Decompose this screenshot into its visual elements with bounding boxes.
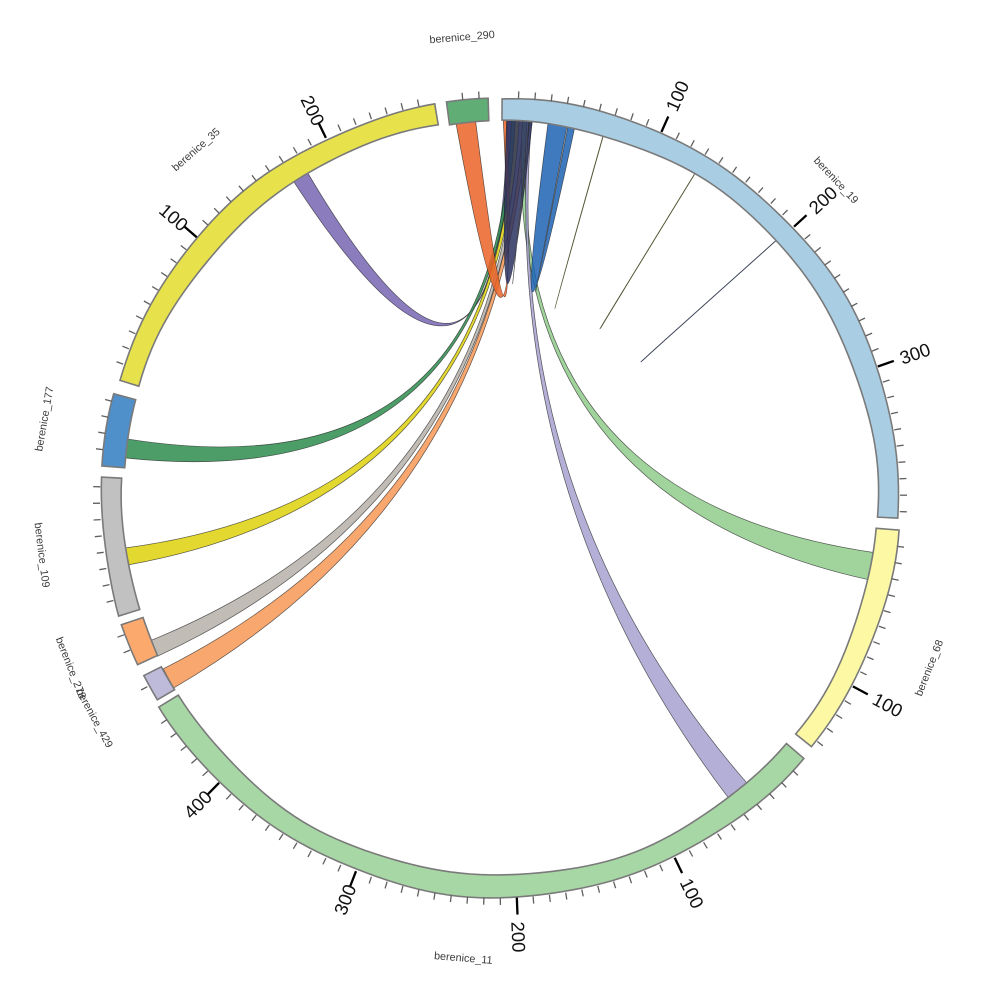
svg-text:200: 200 <box>507 921 529 953</box>
